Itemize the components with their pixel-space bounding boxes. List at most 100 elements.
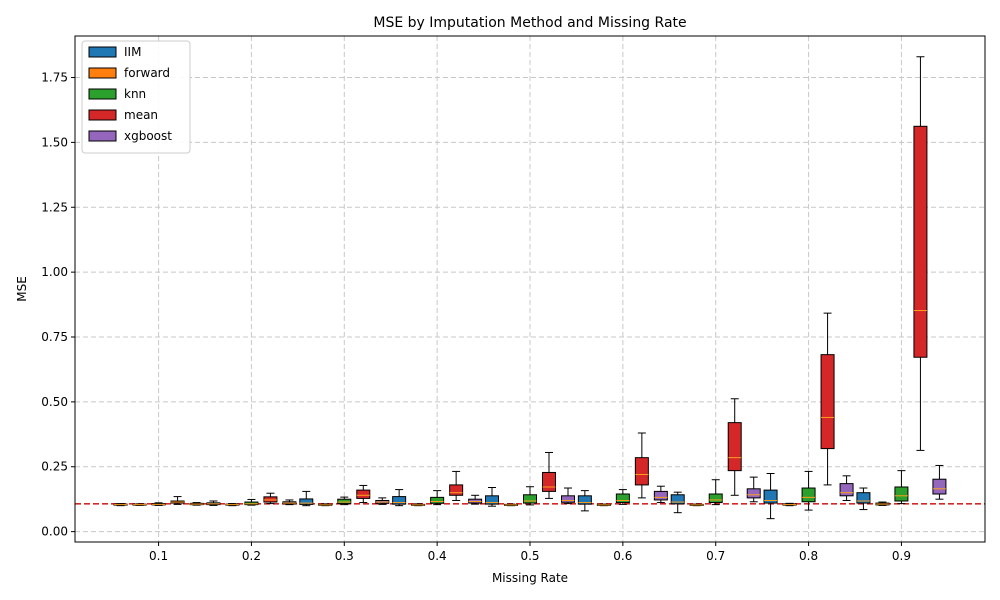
box-forward xyxy=(782,502,797,507)
box-xgboost xyxy=(839,475,854,501)
box-iqr xyxy=(615,493,630,504)
box-iqr xyxy=(634,457,649,486)
box-iqr xyxy=(932,478,947,495)
y-tick-label: 0.25 xyxy=(41,460,68,474)
box-iqr xyxy=(523,494,537,504)
box-iqr xyxy=(244,501,259,506)
y-tick-label: 0.00 xyxy=(41,525,68,539)
box-iqr xyxy=(485,495,499,505)
box-iqr xyxy=(708,493,723,504)
box-forward xyxy=(504,503,518,507)
y-axis-ticks: 0.00 0.25 0.50 0.75 1.00 1.25 1.50 1.75 xyxy=(41,71,75,539)
box-forward xyxy=(318,503,333,507)
box-IIM xyxy=(670,491,685,514)
box-mean xyxy=(263,492,278,505)
legend-swatch xyxy=(88,46,117,58)
legend-label: mean xyxy=(124,108,158,122)
legend-label: knn xyxy=(124,87,146,101)
box-xgboost xyxy=(189,502,204,506)
box-iqr xyxy=(894,486,909,502)
box-iqr xyxy=(856,492,871,504)
box-IIM xyxy=(577,490,592,512)
box-knn xyxy=(151,502,166,506)
box-iqr xyxy=(763,489,778,504)
box-mean xyxy=(449,470,464,501)
x-tick-label: 0.5 xyxy=(520,549,539,563)
x-tick-label: 0.1 xyxy=(149,549,168,563)
box-iqr xyxy=(561,495,575,503)
box-iqr xyxy=(577,495,592,505)
box-iqr xyxy=(449,484,464,496)
box-iqr xyxy=(542,471,556,492)
legend-swatch xyxy=(88,88,117,100)
box-knn xyxy=(337,496,352,506)
box-iqr xyxy=(670,494,685,505)
box-knn xyxy=(894,470,909,505)
box-knn xyxy=(523,486,537,506)
box-xgboost xyxy=(932,464,947,500)
box-IIM xyxy=(113,503,128,507)
grid xyxy=(75,36,985,542)
box-iqr xyxy=(337,498,352,505)
box-mean xyxy=(542,451,556,499)
legend-label: xgboost xyxy=(124,129,172,143)
x-tick-label: 0.7 xyxy=(706,549,725,563)
box-mean xyxy=(727,398,742,496)
box-knn xyxy=(430,490,445,506)
box-iqr xyxy=(653,490,668,501)
y-axis-label: MSE xyxy=(15,276,29,302)
chart-title: MSE by Imputation Method and Missing Rat… xyxy=(373,15,686,31)
x-tick-label: 0.3 xyxy=(335,549,354,563)
legend: IIM forward knn mean xgboost xyxy=(81,40,191,154)
box-xgboost xyxy=(282,499,297,506)
box-iqr xyxy=(263,496,278,503)
box-iqr xyxy=(392,496,407,505)
x-axis-ticks: 0.1 0.2 0.3 0.4 0.5 0.6 0.7 0.8 0.9 xyxy=(149,542,911,563)
box-knn xyxy=(244,498,259,506)
box-forward xyxy=(132,503,147,506)
x-tick-label: 0.6 xyxy=(613,549,632,563)
legend-label: forward xyxy=(124,66,170,80)
x-tick-label: 0.4 xyxy=(428,549,447,563)
box-iqr xyxy=(430,496,445,504)
box-IIM xyxy=(392,489,407,507)
box-forward xyxy=(411,503,426,507)
box-iqr xyxy=(913,125,928,358)
box-xgboost xyxy=(375,497,390,505)
box-IIM xyxy=(856,487,871,511)
box-mean xyxy=(170,496,185,505)
y-tick-label: 1.25 xyxy=(41,200,68,214)
box-forward xyxy=(689,503,704,507)
box-mean xyxy=(913,56,928,451)
box-xgboost xyxy=(746,476,761,503)
box-mean xyxy=(356,484,371,504)
box-IIM xyxy=(299,490,314,507)
y-tick-label: 1.50 xyxy=(41,135,68,149)
x-tick-label: 0.2 xyxy=(242,549,261,563)
y-tick-label: 1.00 xyxy=(41,265,68,279)
box-IIM xyxy=(485,487,499,507)
box-forward xyxy=(875,501,890,506)
y-tick-label: 1.75 xyxy=(41,71,68,85)
box-IIM xyxy=(206,500,221,506)
box-knn xyxy=(615,489,630,505)
x-tick-label: 0.8 xyxy=(799,549,818,563)
box-mean xyxy=(634,432,649,499)
box-mean xyxy=(820,312,835,486)
box-iqr xyxy=(727,422,742,472)
x-tick-label: 0.9 xyxy=(892,549,911,563)
y-tick-label: 0.75 xyxy=(41,330,68,344)
x-axis-label: Missing Rate xyxy=(492,571,568,585)
y-tick-label: 0.50 xyxy=(41,395,68,409)
legend-swatch xyxy=(88,67,117,79)
box-knn xyxy=(708,479,723,506)
box-forward xyxy=(596,503,611,507)
box-xgboost xyxy=(561,487,575,505)
boxes xyxy=(113,56,947,520)
box-iqr xyxy=(299,498,314,505)
box-iqr xyxy=(801,487,816,503)
box-knn xyxy=(801,470,816,511)
box-iqr xyxy=(820,354,835,450)
legend-label: IIM xyxy=(124,45,141,59)
box-iqr xyxy=(746,488,761,499)
